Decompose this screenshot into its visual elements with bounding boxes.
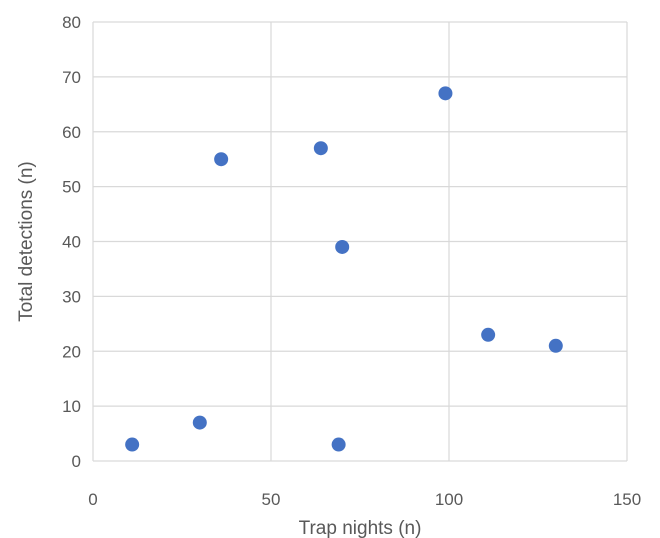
x-tick-label: 0 <box>88 490 97 509</box>
y-tick-label: 60 <box>62 123 81 142</box>
data-point <box>214 152 229 167</box>
y-tick-label: 50 <box>62 178 81 197</box>
data-point <box>192 415 207 430</box>
y-tick-label: 80 <box>62 13 81 32</box>
data-points <box>125 86 563 452</box>
data-point <box>481 327 496 342</box>
x-tick-label: 150 <box>613 490 641 509</box>
y-axis-title: Total detections (n) <box>16 161 37 322</box>
data-point <box>331 437 346 452</box>
data-point <box>438 86 453 101</box>
x-tick-label: 50 <box>262 490 281 509</box>
tick-labels: 0 10 20 30 40 50 60 70 80 0 50 100 150 <box>62 13 641 509</box>
y-tick-label: 40 <box>62 233 81 252</box>
y-tick-label: 10 <box>62 397 81 416</box>
y-tick-label: 70 <box>62 68 81 87</box>
gridlines <box>92 21 628 462</box>
y-tick-label: 20 <box>62 342 81 361</box>
y-tick-label: 0 <box>72 452 81 471</box>
data-point <box>125 437 140 452</box>
data-point <box>313 141 328 156</box>
x-tick-label: 100 <box>435 490 463 509</box>
y-tick-label: 30 <box>62 287 81 306</box>
data-point <box>548 338 563 353</box>
x-axis-title: Trap nights (n) <box>299 518 422 538</box>
data-point <box>335 239 350 254</box>
